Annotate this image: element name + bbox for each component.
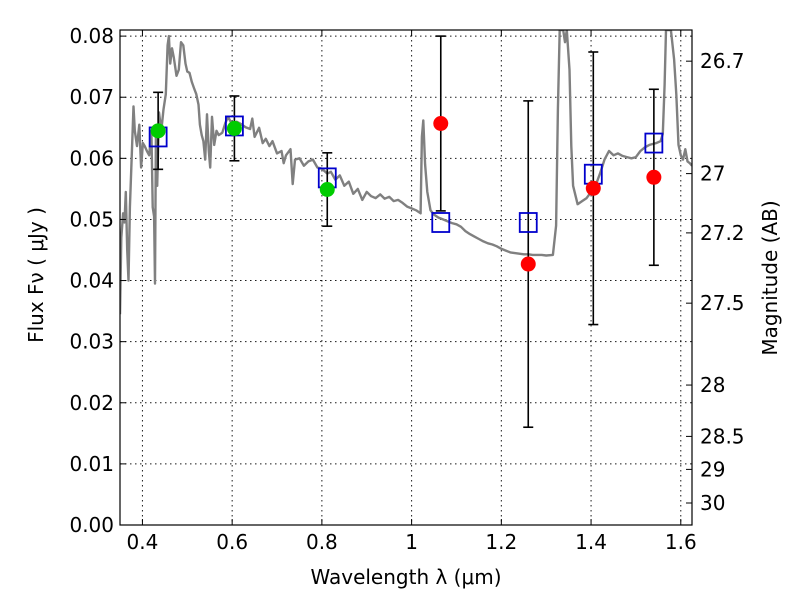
plot-area	[120, 30, 692, 429]
model-photometry-square	[644, 132, 664, 154]
y-tick-label: 0.08	[69, 24, 114, 48]
model-photometry-square	[431, 212, 451, 233]
x-tick-label: 1.6	[665, 530, 697, 554]
y-tick-label: 0.04	[69, 269, 114, 293]
upper-limit-point	[646, 169, 662, 185]
y-right-axis-label: Magnitude (AB)	[758, 200, 782, 355]
model-photometry-square	[518, 212, 538, 233]
grid	[120, 30, 692, 526]
x-tick-label: 1.2	[485, 530, 517, 554]
x-tick-label: 0.6	[216, 530, 248, 554]
upper-limit-point	[433, 116, 449, 131]
y-tick-label: 0.00	[69, 513, 114, 537]
detection-point	[319, 182, 335, 197]
mag-tick-label: 28.5	[700, 424, 745, 448]
y-tick-label: 0.06	[69, 146, 114, 170]
x-axis-label: Wavelength λ (μm)	[310, 565, 501, 589]
y-tick-label: 0.01	[69, 452, 114, 476]
x-tick-label: 1	[405, 530, 418, 554]
mag-tick-label: 27.2	[700, 221, 745, 245]
upper-limit-point	[585, 180, 601, 196]
x-tick-label: 1.4	[575, 530, 607, 554]
y-tick-label: 0.03	[69, 330, 114, 354]
mag-tick-label: 30	[700, 491, 725, 515]
axes: 0.4 0.6 0.8 1 1.2 1.4 1.6 0.00 0.01 0.02 0.03 0.04 0…	[69, 24, 744, 554]
y-axis-label: Flux Fν ( μJy )	[24, 207, 48, 343]
y-tick-label: 0.02	[69, 391, 114, 415]
mag-tick-label: 27	[700, 162, 725, 186]
mag-tick-label: 27.5	[700, 291, 745, 315]
y-tick-label: 0.07	[69, 85, 114, 109]
y-tick-label: 0.05	[69, 207, 114, 231]
mag-tick-label: 28	[700, 373, 725, 397]
sed-model-curve	[120, 30, 692, 315]
upper-limit-point	[520, 256, 536, 272]
mag-tick-label: 26.7	[700, 49, 745, 73]
detection-point	[226, 120, 242, 136]
x-tick-label: 0.8	[306, 530, 338, 554]
mag-tick-label: 29	[700, 457, 725, 481]
detection-point	[150, 123, 166, 139]
x-tick-label: 0.4	[127, 530, 159, 554]
plot-frame	[119, 29, 693, 526]
